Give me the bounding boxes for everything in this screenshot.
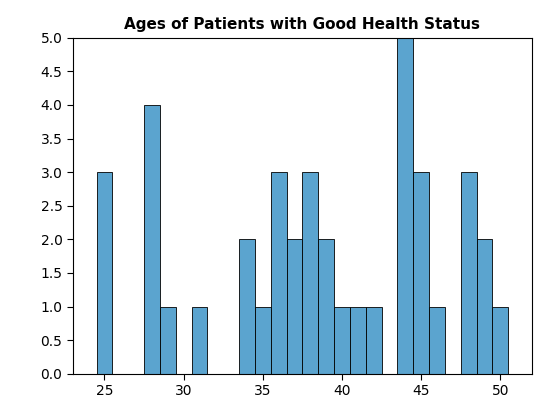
Bar <box>302 172 318 374</box>
Title: Ages of Patients with Good Health Status: Ages of Patients with Good Health Status <box>124 18 480 32</box>
Bar <box>413 172 429 374</box>
Bar <box>398 38 413 374</box>
Bar <box>270 172 287 374</box>
Bar <box>492 307 508 374</box>
Bar <box>239 239 255 374</box>
Bar <box>334 307 350 374</box>
Bar <box>350 307 366 374</box>
Bar <box>255 307 270 374</box>
Bar <box>318 239 334 374</box>
Bar <box>461 172 477 374</box>
Bar <box>366 307 381 374</box>
Bar <box>477 239 492 374</box>
Bar <box>287 239 302 374</box>
Bar <box>160 307 176 374</box>
Bar <box>96 172 113 374</box>
Bar <box>144 105 160 374</box>
Bar <box>429 307 445 374</box>
Bar <box>192 307 207 374</box>
